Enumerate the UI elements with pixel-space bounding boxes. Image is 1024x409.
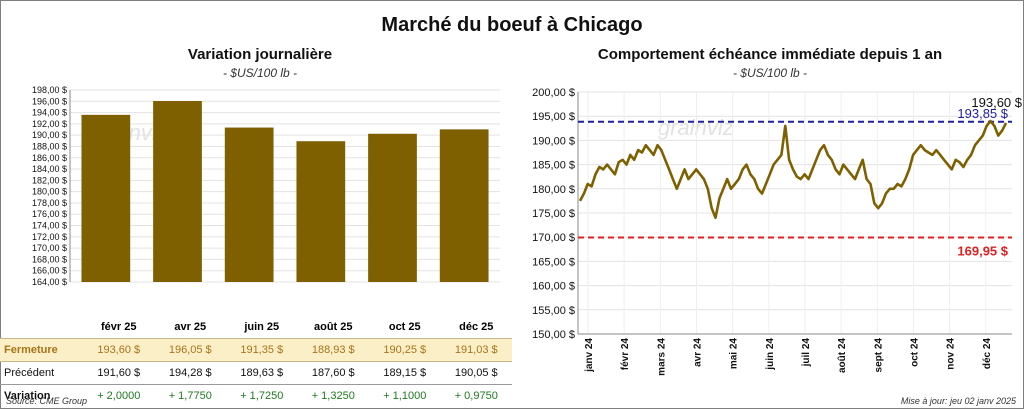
right-chart-unit: - $US/100 lb -: [732, 66, 808, 80]
y-tick-label: 195,00 $: [532, 111, 575, 123]
change-value: + 2,0000: [97, 390, 141, 402]
page-title: Marché du boeuf à Chicago: [381, 14, 643, 36]
y-tick-label: 184,00 $: [32, 164, 67, 174]
bar: [368, 133, 417, 282]
update-note: Mise à jour: jeu 02 janv 2025: [900, 396, 1016, 406]
y-tick-label: 170,00 $: [532, 232, 575, 244]
x-tick-label: sept 24: [873, 338, 884, 373]
last-value-label: 193,60 $: [971, 95, 1022, 110]
y-tick-label: 168,00 $: [32, 254, 67, 264]
table-row-change: Variation + 2,0000 + 1,7750 + 1,7250 + 1…: [0, 385, 512, 408]
previous-value: 194,28 $: [154, 361, 226, 385]
y-tick-label: 186,00 $: [32, 153, 67, 163]
reference-line-label: 169,95 $: [957, 243, 1008, 258]
y-tick-label: 178,00 $: [32, 198, 67, 208]
y-tick-label: 155,00 $: [532, 305, 575, 317]
row-label-previous: Précédent: [0, 361, 83, 385]
previous-value: 187,60 $: [297, 361, 369, 385]
x-tick-label: avr 24: [693, 338, 704, 367]
y-tick-label: 176,00 $: [32, 209, 67, 219]
y-tick-label: 166,00 $: [32, 266, 67, 276]
previous-value: 189,15 $: [369, 361, 441, 385]
x-tick-label: nov 24: [946, 338, 957, 370]
y-tick-label: 188,00 $: [32, 141, 67, 151]
y-tick-label: 190,00 $: [532, 135, 575, 147]
y-tick-label: 185,00 $: [532, 160, 575, 172]
x-tick-label: juin 24: [765, 338, 776, 371]
x-tick-label: janv 24: [584, 338, 595, 373]
bar: [81, 114, 131, 282]
y-tick-label: 182,00 $: [32, 175, 67, 185]
close-value: 190,25 $: [369, 338, 441, 362]
y-tick-label: 160,00 $: [532, 281, 575, 293]
x-tick-label: mai 24: [729, 338, 740, 370]
x-tick-label: févr 24: [620, 338, 631, 371]
bar: [296, 141, 346, 282]
y-tick-label: 172,00 $: [32, 232, 67, 242]
x-tick-label: oct 24: [910, 338, 921, 367]
y-tick-label: 194,00 $: [32, 108, 67, 118]
source-note: Source: CME Group: [6, 396, 88, 406]
y-tick-label: 190,00 $: [32, 130, 67, 140]
close-value: 191,35 $: [226, 338, 298, 362]
close-value: 191,03 $: [440, 338, 512, 362]
change-value: + 1,1000: [383, 390, 427, 402]
y-tick-label: 200,00 $: [532, 87, 575, 99]
table-corner: [0, 316, 83, 339]
close-value: 196,05 $: [154, 338, 226, 362]
previous-value: 189,63 $: [226, 361, 298, 385]
y-tick-label: 192,00 $: [32, 119, 67, 129]
y-tick-label: 150,00 $: [532, 329, 575, 341]
previous-value: 190,05 $: [440, 361, 512, 385]
y-tick-label: 164,00 $: [32, 277, 67, 287]
table-header-contract: août 25: [313, 321, 353, 333]
left-chart-title: Variation journalière: [187, 46, 333, 63]
change-value: + 1,3250: [311, 390, 355, 402]
close-value: 188,93 $: [297, 338, 369, 362]
table-header-contract: avr 25: [174, 321, 207, 333]
y-tick-label: 175,00 $: [532, 208, 575, 220]
daily-variation-bar-chart: grainviz164,00 $166,00 $168,00 $170,00 $…: [32, 85, 500, 287]
change-value: + 0,9750: [454, 390, 498, 402]
plot-area: [70, 90, 500, 282]
y-tick-label: 174,00 $: [32, 221, 67, 231]
x-tick-label: juil 24: [801, 338, 812, 368]
table-row-close: Fermeture 193,60 $ 196,05 $ 191,35 $ 188…: [0, 338, 512, 362]
change-value: + 1,7250: [240, 390, 284, 402]
y-tick-label: 180,00 $: [532, 184, 575, 196]
y-tick-label: 198,00 $: [32, 85, 67, 95]
change-value: + 1,7750: [168, 390, 212, 402]
reference-line-label: 193,85 $: [957, 106, 1008, 121]
y-tick-label: 165,00 $: [532, 256, 575, 268]
table-header-contract: févr 25: [101, 321, 137, 333]
table-row-previous: Précédent 191,60 $ 194,28 $ 189,63 $ 187…: [0, 361, 512, 385]
bar: [224, 127, 274, 282]
right-chart-title: Comportement échéance immédiate depuis 1…: [597, 46, 943, 63]
y-tick-label: 170,00 $: [32, 243, 67, 253]
x-tick-label: août 24: [837, 338, 848, 373]
y-tick-label: 180,00 $: [32, 187, 67, 197]
bar: [153, 101, 202, 282]
watermark-text: grainviz: [658, 115, 734, 140]
row-label-change: Variation: [4, 390, 51, 402]
table-header-contract: déc 25: [459, 321, 494, 333]
left-chart-unit: - $US/100 lb -: [222, 66, 298, 80]
y-tick-label: 196,00 $: [32, 96, 67, 106]
x-tick-label: mars 24: [656, 338, 667, 376]
bar: [439, 129, 489, 282]
previous-value: 191,60 $: [83, 361, 155, 385]
contract-table: févr 25 avr 25 juin 25 août 25 oct 25 dé…: [0, 316, 512, 407]
front-month-line-chart: grainviz 150,00 $ 155,00 $ 160,00 $ 165,00 $…: [532, 87, 1023, 376]
table-header-contract: juin 25: [244, 321, 280, 333]
close-value: 193,60 $: [83, 338, 155, 362]
table-header-contract: oct 25: [388, 321, 421, 333]
row-label-close: Fermeture: [0, 338, 83, 362]
price-line: [578, 119, 1008, 220]
x-tick-label: déc 24: [982, 338, 993, 370]
